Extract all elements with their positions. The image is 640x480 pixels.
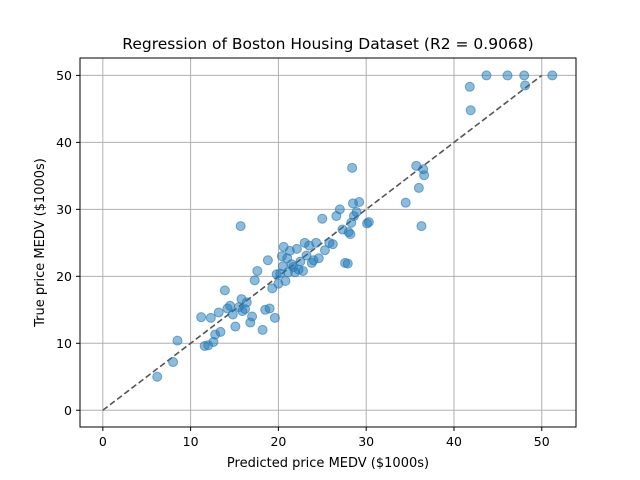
data-point <box>297 265 308 276</box>
data-point <box>313 253 324 264</box>
data-point <box>264 303 275 314</box>
data-point <box>465 105 476 116</box>
data-point <box>168 357 179 368</box>
plot-frame <box>79 57 577 428</box>
data-point <box>363 217 374 228</box>
data-point <box>311 237 322 248</box>
data-point <box>413 182 424 193</box>
y-tick-label: 50 <box>56 68 72 83</box>
data-points <box>152 70 558 382</box>
x-tick-label: 20 <box>270 434 286 449</box>
y-tick-label: 20 <box>56 269 72 284</box>
data-point <box>502 70 513 81</box>
data-point <box>247 311 258 322</box>
data-point <box>213 307 224 318</box>
data-point <box>400 197 411 208</box>
x-tick-label: 0 <box>99 434 107 449</box>
data-point <box>227 309 238 320</box>
reference-line-layer <box>102 74 543 411</box>
data-point <box>225 300 236 311</box>
x-tick-label: 30 <box>358 434 374 449</box>
chart-title: Regression of Boston Housing Dataset (R2… <box>122 35 533 53</box>
data-point <box>280 276 291 287</box>
x-axis-label: Predicted price MEDV ($1000s) <box>227 456 429 471</box>
x-tick-label: 40 <box>446 434 462 449</box>
data-point <box>319 245 330 256</box>
x-tick-label: 10 <box>183 434 199 449</box>
data-point <box>464 81 475 92</box>
data-point <box>196 312 207 323</box>
data-point <box>519 70 530 81</box>
data-point <box>547 70 558 81</box>
data-point <box>230 321 241 332</box>
data-point <box>262 255 273 266</box>
reference-line <box>102 74 543 411</box>
data-point <box>481 70 492 81</box>
data-point <box>295 256 306 267</box>
data-point <box>291 243 302 254</box>
data-point <box>327 239 338 250</box>
data-point <box>152 371 163 382</box>
data-point <box>252 265 263 276</box>
data-point <box>317 213 328 224</box>
data-point <box>334 204 345 215</box>
grid-lines <box>80 58 576 427</box>
data-point <box>354 196 365 207</box>
data-point <box>205 312 216 323</box>
data-point <box>235 221 246 232</box>
y-tick-label: 30 <box>56 202 72 217</box>
y-tick-label: 40 <box>56 135 72 150</box>
y-axis-label: True price MEDV ($1000s) <box>33 158 48 328</box>
data-point <box>416 221 427 232</box>
data-point <box>249 275 260 286</box>
data-point <box>351 207 362 218</box>
data-point <box>419 170 430 181</box>
data-point <box>172 335 183 346</box>
data-point <box>347 162 358 173</box>
data-point <box>345 229 356 240</box>
x-tick-label: 50 <box>534 434 550 449</box>
data-point <box>215 326 226 337</box>
y-tick-label: 0 <box>64 403 72 418</box>
x-axis-ticks: 0 10 20 30 40 50 <box>99 427 550 449</box>
data-point <box>219 285 230 296</box>
data-point <box>269 312 280 323</box>
data-point <box>520 80 531 91</box>
data-point <box>257 324 268 335</box>
y-tick-label: 10 <box>56 336 72 351</box>
data-point <box>342 258 353 269</box>
data-point <box>301 250 312 261</box>
y-axis-ticks: 0 10 20 30 40 50 <box>56 68 80 418</box>
data-point <box>241 297 252 308</box>
